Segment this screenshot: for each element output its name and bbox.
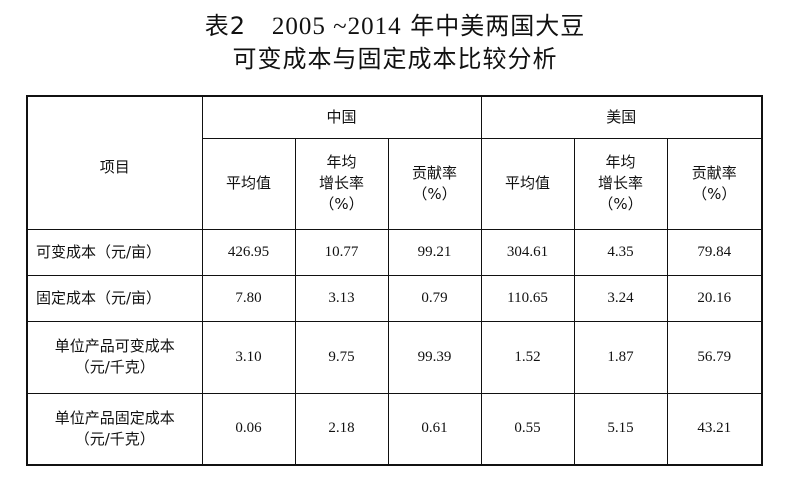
table-row: 单位产品固定成本 （元/千克） 0.06 2.18 0.61 0.55 5.15… [26, 392, 763, 466]
metric-header-growth-rate: 年均 增长率 （%） [573, 137, 668, 230]
table-cell: 4.35 [573, 228, 668, 276]
row-label: 单位产品可变成本 （元/千克） [26, 320, 203, 394]
year-range: 2005 ~2014 [271, 13, 402, 40]
row-label: 单位产品固定成本 （元/千克） [26, 392, 203, 466]
table-cell: 1.52 [480, 320, 575, 394]
country-header-china: 中国 [201, 95, 482, 139]
table-cell: 0.55 [480, 392, 575, 466]
header-row-countries: 项目 中国 美国 [26, 95, 763, 230]
table-cell: 304.61 [480, 228, 575, 276]
table-cell: 43.21 [666, 392, 763, 466]
row-label: 可变成本（元/亩） [26, 228, 203, 276]
table-cell: 5.15 [573, 392, 668, 466]
table-cell: 56.79 [666, 320, 763, 394]
table-cell: 0.79 [387, 274, 482, 322]
table-cell: 79.84 [666, 228, 763, 276]
table-cell: 0.61 [387, 392, 482, 466]
row-label: 固定成本（元/亩） [26, 274, 203, 322]
metric-header-contribution: 贡献率 （%） [666, 137, 763, 230]
table-cell: 7.80 [201, 274, 296, 322]
title-subject: 年中美两国大豆 [410, 12, 586, 40]
table-cell: 2.18 [294, 392, 389, 466]
metric-header-contribution: 贡献率 （%） [387, 137, 482, 230]
table-row: 单位产品可变成本 （元/千克） 3.10 9.75 99.39 1.52 1.8… [26, 320, 763, 394]
title-line-1: 表2 2005 ~2014 年中美两国大豆 [0, 10, 790, 43]
title-line-2: 可变成本与固定成本比较分析 [232, 45, 558, 73]
item-header: 项目 [26, 95, 203, 230]
table-title: 表2 2005 ~2014 年中美两国大豆 可变成本与固定成本比较分析 [0, 10, 790, 75]
table-row: 可变成本（元/亩） 426.95 10.77 99.21 304.61 4.35… [26, 228, 763, 276]
table-cell: 20.16 [666, 274, 763, 322]
country-header-usa: 美国 [480, 95, 763, 139]
table-cell: 110.65 [480, 274, 575, 322]
table-cell: 0.06 [201, 392, 296, 466]
cost-comparison-table: 项目 中国 美国 平均值 年均 增长率 （%） 贡献率 （%） 平均值 年均 增… [26, 95, 764, 466]
table-cell: 9.75 [294, 320, 389, 394]
metric-header-growth-rate: 年均 增长率 （%） [294, 137, 389, 230]
table-cell: 3.10 [201, 320, 296, 394]
table-cell: 1.87 [573, 320, 668, 394]
table-row: 固定成本（元/亩） 7.80 3.13 0.79 110.65 3.24 20.… [26, 274, 763, 322]
table-cell: 426.95 [201, 228, 296, 276]
table-cell: 3.24 [573, 274, 668, 322]
metric-header-average: 平均值 [480, 137, 575, 230]
table-number: 表2 [204, 12, 246, 40]
metric-header-average: 平均值 [201, 137, 296, 230]
table-cell: 3.13 [294, 274, 389, 322]
table-cell: 10.77 [294, 228, 389, 276]
table-cell: 99.21 [387, 228, 482, 276]
header-row-metrics: 平均值 年均 增长率 （%） 贡献率 （%） 平均值 年均 增长率 （%） 贡献… [27, 137, 763, 230]
table-cell: 99.39 [387, 320, 482, 394]
